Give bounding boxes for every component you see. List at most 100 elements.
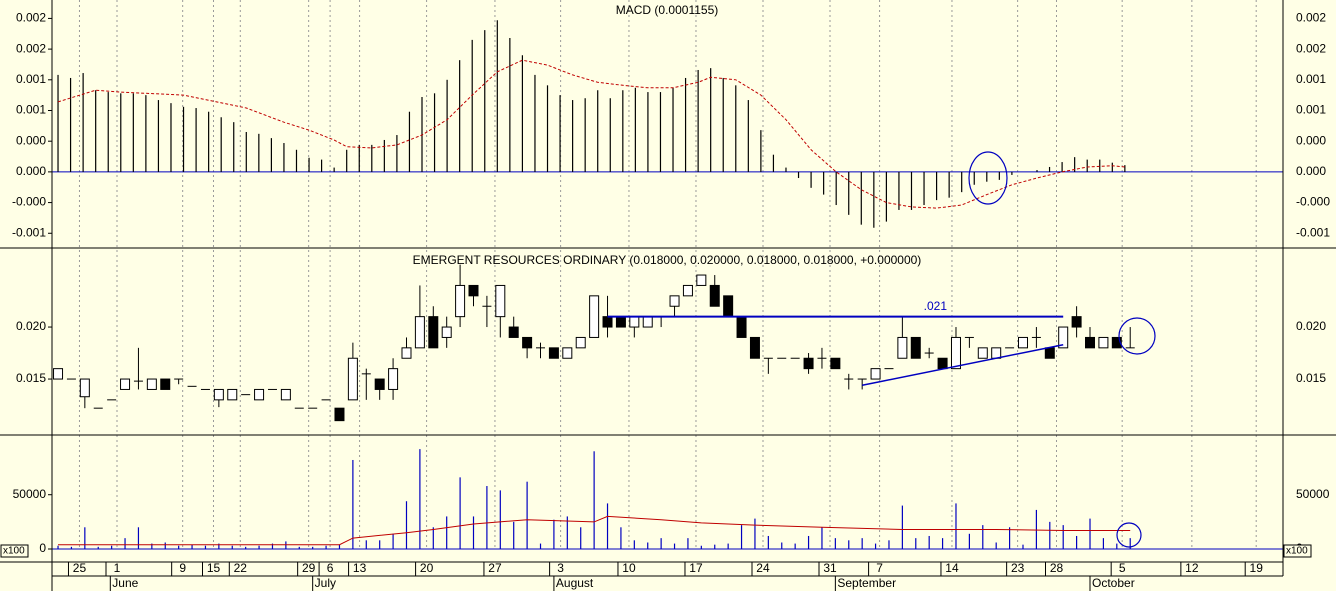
y-tick-label: 0.002: [16, 11, 46, 25]
y-tick-label: 0.020: [16, 319, 46, 333]
x-tick-label: 14: [945, 561, 959, 575]
unit-label: x100: [1286, 546, 1308, 557]
y-tick-label: -0.001: [12, 225, 46, 239]
candle-body: [696, 274, 707, 286]
y-tick-label: 0.001: [16, 72, 46, 86]
y-tick-label: -0.000: [1296, 195, 1330, 209]
x-tick-label: 3: [557, 561, 564, 575]
candle-body: [213, 388, 224, 401]
candle-body: [589, 295, 600, 338]
grid: [78, 0, 1257, 548]
candle-body: [803, 357, 814, 370]
candle-body: [254, 388, 265, 401]
candle-body: [280, 388, 291, 401]
y-tick-label: -0.000: [12, 195, 46, 209]
candle-body: [991, 347, 1002, 359]
x-tick-label: 17: [689, 561, 703, 575]
candle-body: [401, 347, 412, 359]
y-tick-label: 0.001: [1296, 103, 1326, 117]
x-tick-label: 31: [823, 561, 837, 575]
candle-body: [334, 407, 345, 422]
x-tick-label: 29: [302, 561, 316, 575]
candle-body: [723, 295, 734, 318]
moving-average-line: [58, 515, 1131, 546]
candle-body: [830, 357, 841, 370]
x-tick-label: 20: [420, 561, 434, 575]
y-tick-label: -0.001: [1296, 225, 1330, 239]
month-label: October: [1092, 576, 1135, 590]
candle-body: [414, 316, 425, 349]
candle-body: [749, 336, 760, 359]
candle-body: [428, 316, 439, 349]
y-tick-label: 0.002: [1296, 11, 1326, 25]
x-tick-label: 6: [327, 561, 334, 575]
x-tick-label: 10: [622, 561, 636, 575]
x-tick-label: 12: [1185, 561, 1199, 575]
y-tick-label: 50000: [13, 487, 47, 501]
y-tick-label: 0.001: [1296, 72, 1326, 86]
x-tick-label: 19: [1250, 561, 1264, 575]
y-tick-label: 0: [39, 541, 46, 555]
candle-body: [455, 284, 466, 318]
candle-body: [79, 378, 90, 398]
macd-title: MACD (0.0001155): [616, 3, 719, 17]
y-tick-label: 50000: [1296, 487, 1330, 501]
x-tick-label: 25: [73, 561, 87, 575]
x-tick-label: 9: [179, 561, 186, 575]
candle-body: [1044, 347, 1055, 359]
candle-body: [682, 284, 693, 297]
y-tick-label: 0.002: [16, 41, 46, 55]
candle-body: [870, 368, 881, 380]
candle-body: [374, 378, 385, 390]
highlight-circle: [968, 151, 1008, 205]
candle-body: [642, 316, 653, 328]
x-tick-label: 28: [1050, 561, 1064, 575]
candle-body: [53, 368, 64, 380]
y-tick-label: 0.000: [16, 133, 46, 147]
candle-body: [495, 284, 506, 318]
trend-line: [862, 343, 1064, 387]
y-tick-label: 0.002: [1296, 41, 1326, 55]
x-tick-label: 22: [234, 561, 248, 575]
month-label: July: [315, 576, 336, 590]
y-tick-label: 0.020: [1296, 319, 1326, 333]
candle-body: [1098, 336, 1109, 349]
candle-body: [736, 316, 747, 338]
unit-box: [1283, 544, 1312, 558]
unit-label: x100: [3, 546, 25, 557]
candle-body: [522, 336, 533, 349]
candle-body: [160, 378, 171, 390]
x-tick-label: 23: [1011, 561, 1025, 575]
candle-body: [347, 357, 358, 401]
candle-body: [669, 295, 680, 307]
month-label: September: [837, 576, 896, 590]
annotation-label: .021: [924, 299, 948, 313]
y-tick-label: 0.000: [1296, 133, 1326, 147]
y-tick-label: 0.000: [16, 164, 46, 178]
candle-body: [508, 326, 519, 338]
month-label: August: [556, 576, 594, 590]
highlight-circle: [1116, 522, 1142, 548]
candle-body: [1071, 316, 1082, 328]
candle-body: [709, 284, 720, 307]
x-tick-label: 1: [114, 561, 121, 575]
candle-body: [1085, 336, 1096, 349]
x-tick-label: 15: [207, 561, 221, 575]
y-tick-label: 0.000: [1296, 164, 1326, 178]
candle-body: [1111, 336, 1122, 349]
candle-body: [1058, 326, 1069, 349]
month-label: June: [112, 576, 138, 590]
x-tick-label: 24: [756, 561, 770, 575]
candle-body: [575, 336, 586, 349]
candle-body: [897, 336, 908, 359]
candle-body: [950, 336, 961, 370]
candle-body: [615, 316, 626, 328]
x-tick-label: 7: [876, 561, 883, 575]
x-tick-label: 13: [353, 561, 367, 575]
x-tick-label: 27: [488, 561, 502, 575]
unit-box: [0, 544, 29, 558]
candle-body: [388, 368, 399, 390]
candle-body: [548, 347, 559, 359]
